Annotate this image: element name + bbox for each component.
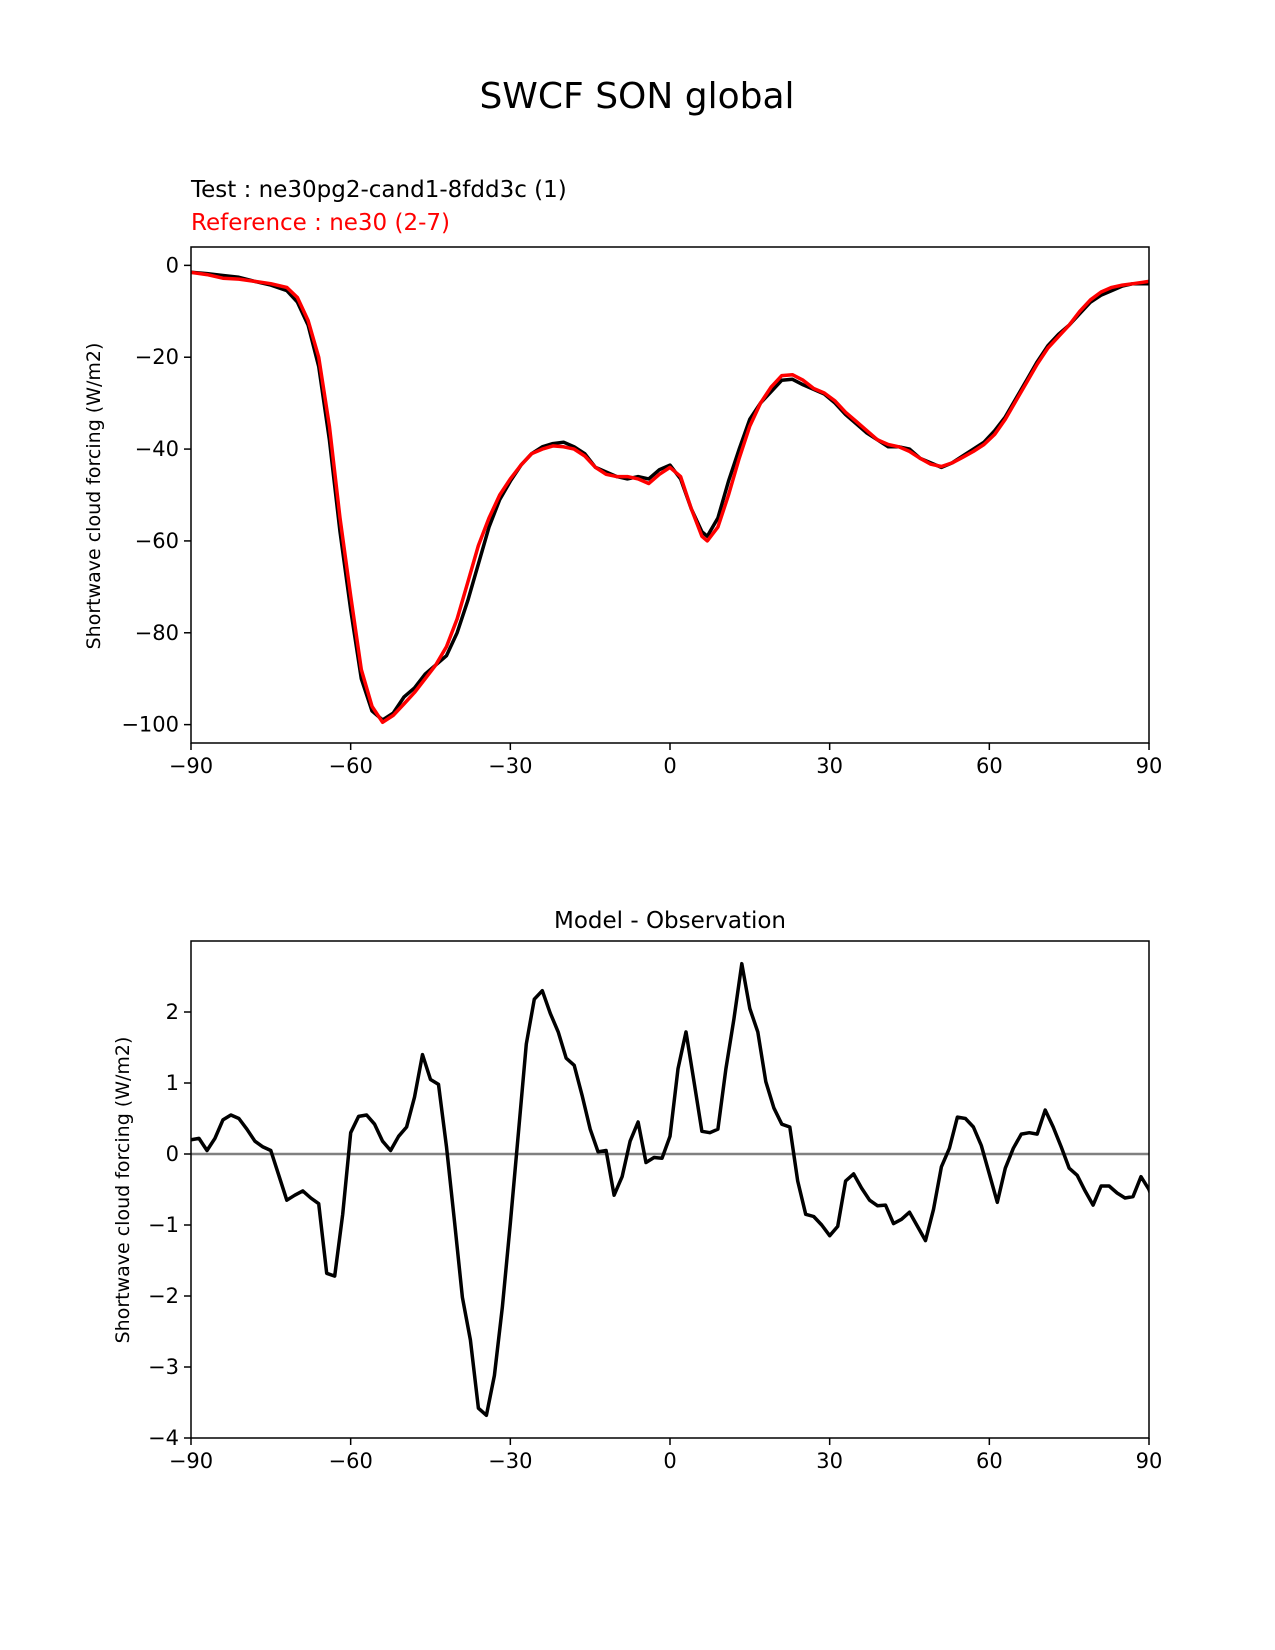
top-plot-frame [190,246,1150,744]
top-ytick-label: −60 [135,529,179,553]
bottom-ytick-label: 2 [166,1000,179,1024]
top-xtick-label: 30 [816,754,843,778]
top-ytick-label: −40 [135,437,179,461]
top-ytick-label: −100 [121,713,179,737]
bottom-xtick-label: 90 [1136,1449,1163,1473]
bottom-xtick-label: −60 [329,1449,373,1473]
bottom-xtick-label: 60 [976,1449,1003,1473]
top-xtick-label: 60 [976,754,1003,778]
top-ytick-label: −20 [135,345,179,369]
figure-suptitle: SWCF SON global [479,76,794,117]
bottom-xtick-label: −30 [488,1449,532,1473]
bottom-ytick-label: 1 [166,1071,179,1095]
bottom-plot-frame [190,940,1150,1439]
bottom-xtick-label: 0 [663,1449,676,1473]
top-xtick-label: 0 [663,754,676,778]
reference-title: Reference : ne30 (2-7) [191,210,450,236]
bottom-xtick-label: −90 [169,1449,213,1473]
bottom-ytick-label: −1 [148,1213,179,1237]
bottom-panel: Model - Observation Shortwave cloud forc… [112,908,1163,1473]
bottom-ytick-label: 0 [166,1142,179,1166]
bottom-ylabel: Shortwave cloud forcing (W/m2) [112,1037,134,1344]
top-xtick-label: −30 [488,754,532,778]
bottom-ytick-label: −2 [148,1284,179,1308]
bottom-ytick-label: −4 [148,1426,179,1450]
bottom-title: Model - Observation [554,908,786,934]
top-series-line-test [191,270,1149,722]
top-ylabel: Shortwave cloud forcing (W/m2) [83,343,105,650]
bottom-xtick-label: 30 [816,1449,843,1473]
top-ytick-label: −80 [135,621,179,645]
top-xtick-label: −90 [169,754,213,778]
top-ytick-label: 0 [166,253,179,277]
top-panel: Test : ne30pg2-cand1-8fdd3c (1) Referenc… [83,177,1162,778]
bottom-series-line-test [191,961,1149,1418]
top-xtick-label: −60 [329,754,373,778]
top-xtick-label: 90 [1136,754,1163,778]
bottom-ytick-label: −3 [148,1355,179,1379]
top-series-line-reference [191,270,1149,725]
test-title: Test : ne30pg2-cand1-8fdd3c (1) [190,177,567,203]
